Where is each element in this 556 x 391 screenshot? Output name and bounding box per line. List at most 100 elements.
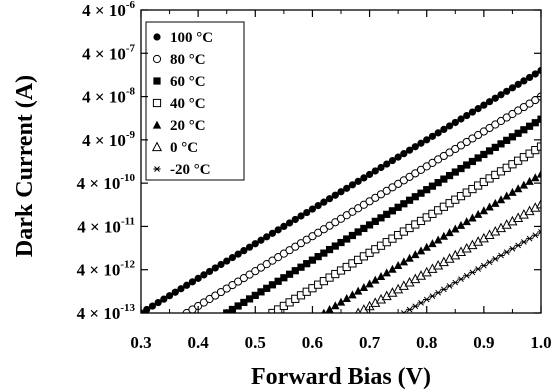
data-point (531, 232, 539, 239)
legend-marker (153, 77, 161, 85)
data-point (280, 274, 288, 282)
series-2 (223, 115, 541, 313)
data-point (348, 290, 357, 299)
data-point (360, 174, 368, 182)
legend-box (145, 21, 245, 181)
x-axis-title: Forward Bias (V) (251, 364, 431, 390)
legend-label: -20 °C (170, 162, 211, 178)
y-tick-mantissa: 4 × 10 (77, 217, 121, 236)
legend-label: 40 °C (170, 96, 206, 112)
data-point (531, 70, 539, 78)
data-point (440, 175, 448, 183)
data-point (365, 221, 374, 229)
y-tick-mantissa: 4 × 10 (77, 304, 121, 323)
y-tick-exponent: -9 (126, 129, 136, 141)
data-point (331, 301, 340, 310)
data-point (508, 133, 517, 141)
data-point (365, 170, 374, 179)
data-point (434, 179, 442, 187)
series-6 (400, 228, 541, 313)
data-point (536, 169, 541, 178)
data-point (514, 129, 522, 137)
data-point (508, 245, 517, 252)
data-point (400, 150, 408, 158)
data-point (320, 249, 328, 257)
data-point (383, 160, 391, 168)
data-point (485, 98, 494, 106)
data-point (353, 286, 363, 295)
data-point (417, 299, 425, 306)
series-4 (321, 169, 541, 313)
data-point (360, 224, 368, 233)
axes: 0.3 0.4 0.5 0.6 0.7 0.8 0.9 1.04 × 10-134 × 10-… (77, 0, 552, 352)
legend-label: 60 °C (170, 74, 206, 90)
data-point (285, 270, 294, 278)
y-tick-mantissa: 4 × 10 (82, 44, 126, 63)
y-tick-label: 4 × 10-8 (82, 86, 135, 107)
data-point (439, 231, 449, 240)
data-point (234, 302, 242, 310)
data-point (451, 168, 459, 176)
data-point (445, 171, 454, 180)
x-tick-label: 0.7 (359, 333, 381, 352)
data-point (445, 283, 454, 289)
data-point (416, 246, 426, 255)
series-1 (182, 92, 541, 313)
data-point (480, 150, 488, 159)
data-point (245, 243, 254, 251)
data-point (520, 239, 528, 245)
data-point (291, 215, 299, 224)
data-point (463, 272, 471, 279)
data-point (468, 108, 477, 116)
data-point (321, 308, 327, 313)
data-point (240, 247, 248, 255)
data-point (520, 77, 528, 85)
data-point (473, 209, 483, 218)
data-point (171, 288, 179, 296)
data-point (468, 157, 477, 166)
data-point (268, 281, 277, 289)
data-point (336, 297, 346, 306)
data-point (388, 264, 397, 273)
data-point (205, 267, 214, 276)
data-point (525, 122, 534, 130)
data-point (376, 272, 386, 281)
y-axis-title: Dark Current (A) (12, 75, 38, 257)
data-point (211, 264, 219, 272)
data-point (308, 256, 317, 264)
data-point (343, 184, 351, 192)
data-point (411, 193, 419, 201)
data-point (456, 220, 466, 229)
data-point (519, 180, 529, 189)
data-point (257, 288, 265, 296)
data-point (325, 245, 334, 254)
data-point (325, 304, 334, 313)
data-point (463, 111, 471, 120)
legend-marker (151, 141, 163, 152)
data-point (497, 252, 505, 259)
y-tick-exponent: -13 (120, 302, 135, 314)
legend-label: 80 °C (170, 52, 206, 68)
data-point (337, 188, 345, 196)
data-point (274, 226, 282, 234)
data-point (423, 136, 431, 144)
y-tick-label: 4 × 10-9 (82, 129, 135, 150)
x-tick-label: 0.9 (473, 333, 494, 352)
data-point (457, 276, 465, 283)
data-point (285, 219, 294, 227)
data-point (525, 235, 534, 242)
x-tick-label: 0.5 (245, 333, 266, 352)
data-point (531, 119, 539, 127)
data-point (331, 191, 339, 199)
data-point (411, 303, 419, 310)
data-point (479, 206, 489, 215)
data-point (502, 191, 511, 200)
data-point (188, 278, 197, 286)
y-tick-label: 4 × 10-11 (77, 215, 135, 236)
data-point (451, 279, 459, 286)
y-tick-exponent: -12 (120, 259, 135, 271)
data-point (463, 161, 471, 169)
y-tick-mantissa: 4 × 10 (77, 261, 121, 280)
y-tick-label: 4 × 10-6 (82, 0, 135, 20)
data-point (148, 302, 157, 310)
